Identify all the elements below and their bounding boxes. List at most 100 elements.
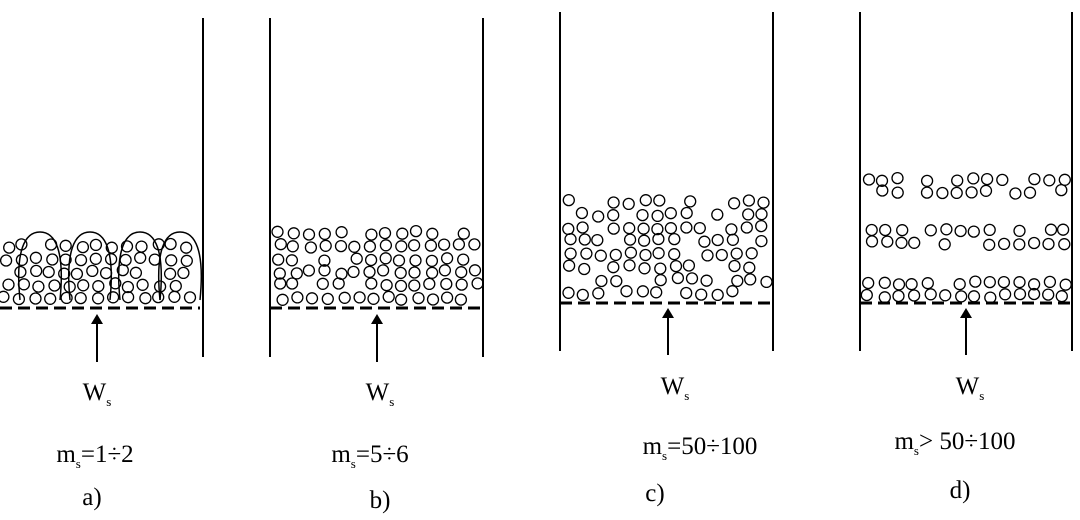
- particle: [276, 293, 289, 306]
- particle: [744, 273, 757, 286]
- particle: [607, 196, 620, 209]
- particle: [905, 278, 918, 291]
- particle: [693, 221, 706, 235]
- particle: [180, 254, 193, 267]
- particle: [163, 267, 177, 280]
- symbol: m: [894, 428, 914, 455]
- symbol: W: [956, 373, 980, 400]
- particle: [1042, 288, 1055, 301]
- particle: [865, 235, 879, 248]
- particle: [954, 224, 967, 238]
- particle: [29, 292, 42, 305]
- particle: [892, 278, 906, 291]
- particle: [274, 238, 287, 251]
- particle: [363, 265, 376, 279]
- particle: [650, 286, 663, 299]
- particle: [668, 232, 681, 246]
- symbol: W: [661, 373, 685, 400]
- subscript: s: [684, 388, 689, 403]
- particle: [1013, 276, 1026, 289]
- particle: [924, 288, 937, 301]
- particle: [48, 279, 61, 292]
- particle: [936, 186, 949, 200]
- particle: [562, 259, 576, 272]
- bubble: [17, 231, 63, 301]
- symbol: m: [56, 441, 76, 468]
- particle: [755, 208, 768, 221]
- particle: [1044, 223, 1058, 236]
- particle: [1042, 237, 1055, 251]
- particle: [119, 253, 132, 267]
- particle: [334, 239, 348, 253]
- particle: [168, 290, 181, 303]
- particle: [89, 238, 103, 252]
- value: =5÷6: [356, 441, 409, 468]
- particle: [304, 241, 318, 254]
- particle: [379, 239, 393, 252]
- particle: [955, 290, 968, 303]
- particle: [437, 238, 451, 251]
- particle: [939, 289, 952, 302]
- particle: [664, 222, 678, 235]
- particle: [363, 240, 377, 253]
- particle: [1009, 187, 1022, 200]
- symbol: W: [83, 379, 107, 406]
- particle: [575, 206, 589, 220]
- particle: [287, 227, 300, 240]
- particle: [669, 259, 683, 273]
- particle: [965, 186, 978, 199]
- particle: [726, 285, 739, 298]
- particle: [1013, 238, 1026, 251]
- particle: [58, 267, 71, 280]
- particle: [396, 227, 409, 240]
- particle: [169, 279, 182, 293]
- particle: [457, 227, 470, 240]
- particle: [1027, 287, 1041, 301]
- particle: [562, 222, 575, 236]
- particle: [290, 267, 303, 280]
- value: > 50÷100: [919, 428, 1016, 455]
- particle: [394, 293, 408, 306]
- particle: [562, 286, 575, 299]
- particle: [350, 252, 363, 265]
- particle: [623, 259, 636, 272]
- particle: [409, 224, 423, 238]
- particle: [637, 234, 651, 247]
- subscript: s: [662, 448, 667, 463]
- subscript: s: [389, 394, 394, 409]
- particle: [273, 267, 286, 280]
- particle: [394, 279, 408, 293]
- arrow-head: [960, 308, 972, 318]
- particle: [639, 194, 652, 207]
- particle: [129, 266, 143, 279]
- particle: [291, 291, 304, 304]
- arrow-head: [371, 314, 383, 324]
- particle: [105, 241, 118, 254]
- flow-label: Ws: [956, 373, 985, 403]
- particle: [979, 184, 993, 197]
- subscript: s: [914, 443, 919, 458]
- particle: [365, 228, 378, 241]
- particle: [14, 265, 27, 279]
- particle: [44, 292, 57, 305]
- particle: [338, 291, 351, 304]
- particle: [1028, 172, 1041, 186]
- particle: [468, 238, 481, 251]
- particle: [998, 288, 1012, 301]
- particle: [1043, 275, 1057, 289]
- particle: [607, 222, 620, 235]
- particle: [92, 280, 105, 293]
- particle: [17, 278, 31, 291]
- particle: [680, 286, 693, 300]
- particle: [409, 254, 422, 267]
- particle: [607, 261, 620, 274]
- particle: [365, 277, 378, 290]
- particle: [407, 239, 421, 252]
- particle: [564, 247, 577, 260]
- particle: [452, 238, 466, 251]
- particle: [701, 249, 714, 262]
- particle: [637, 222, 650, 235]
- particle: [286, 240, 299, 253]
- particle: [757, 196, 770, 209]
